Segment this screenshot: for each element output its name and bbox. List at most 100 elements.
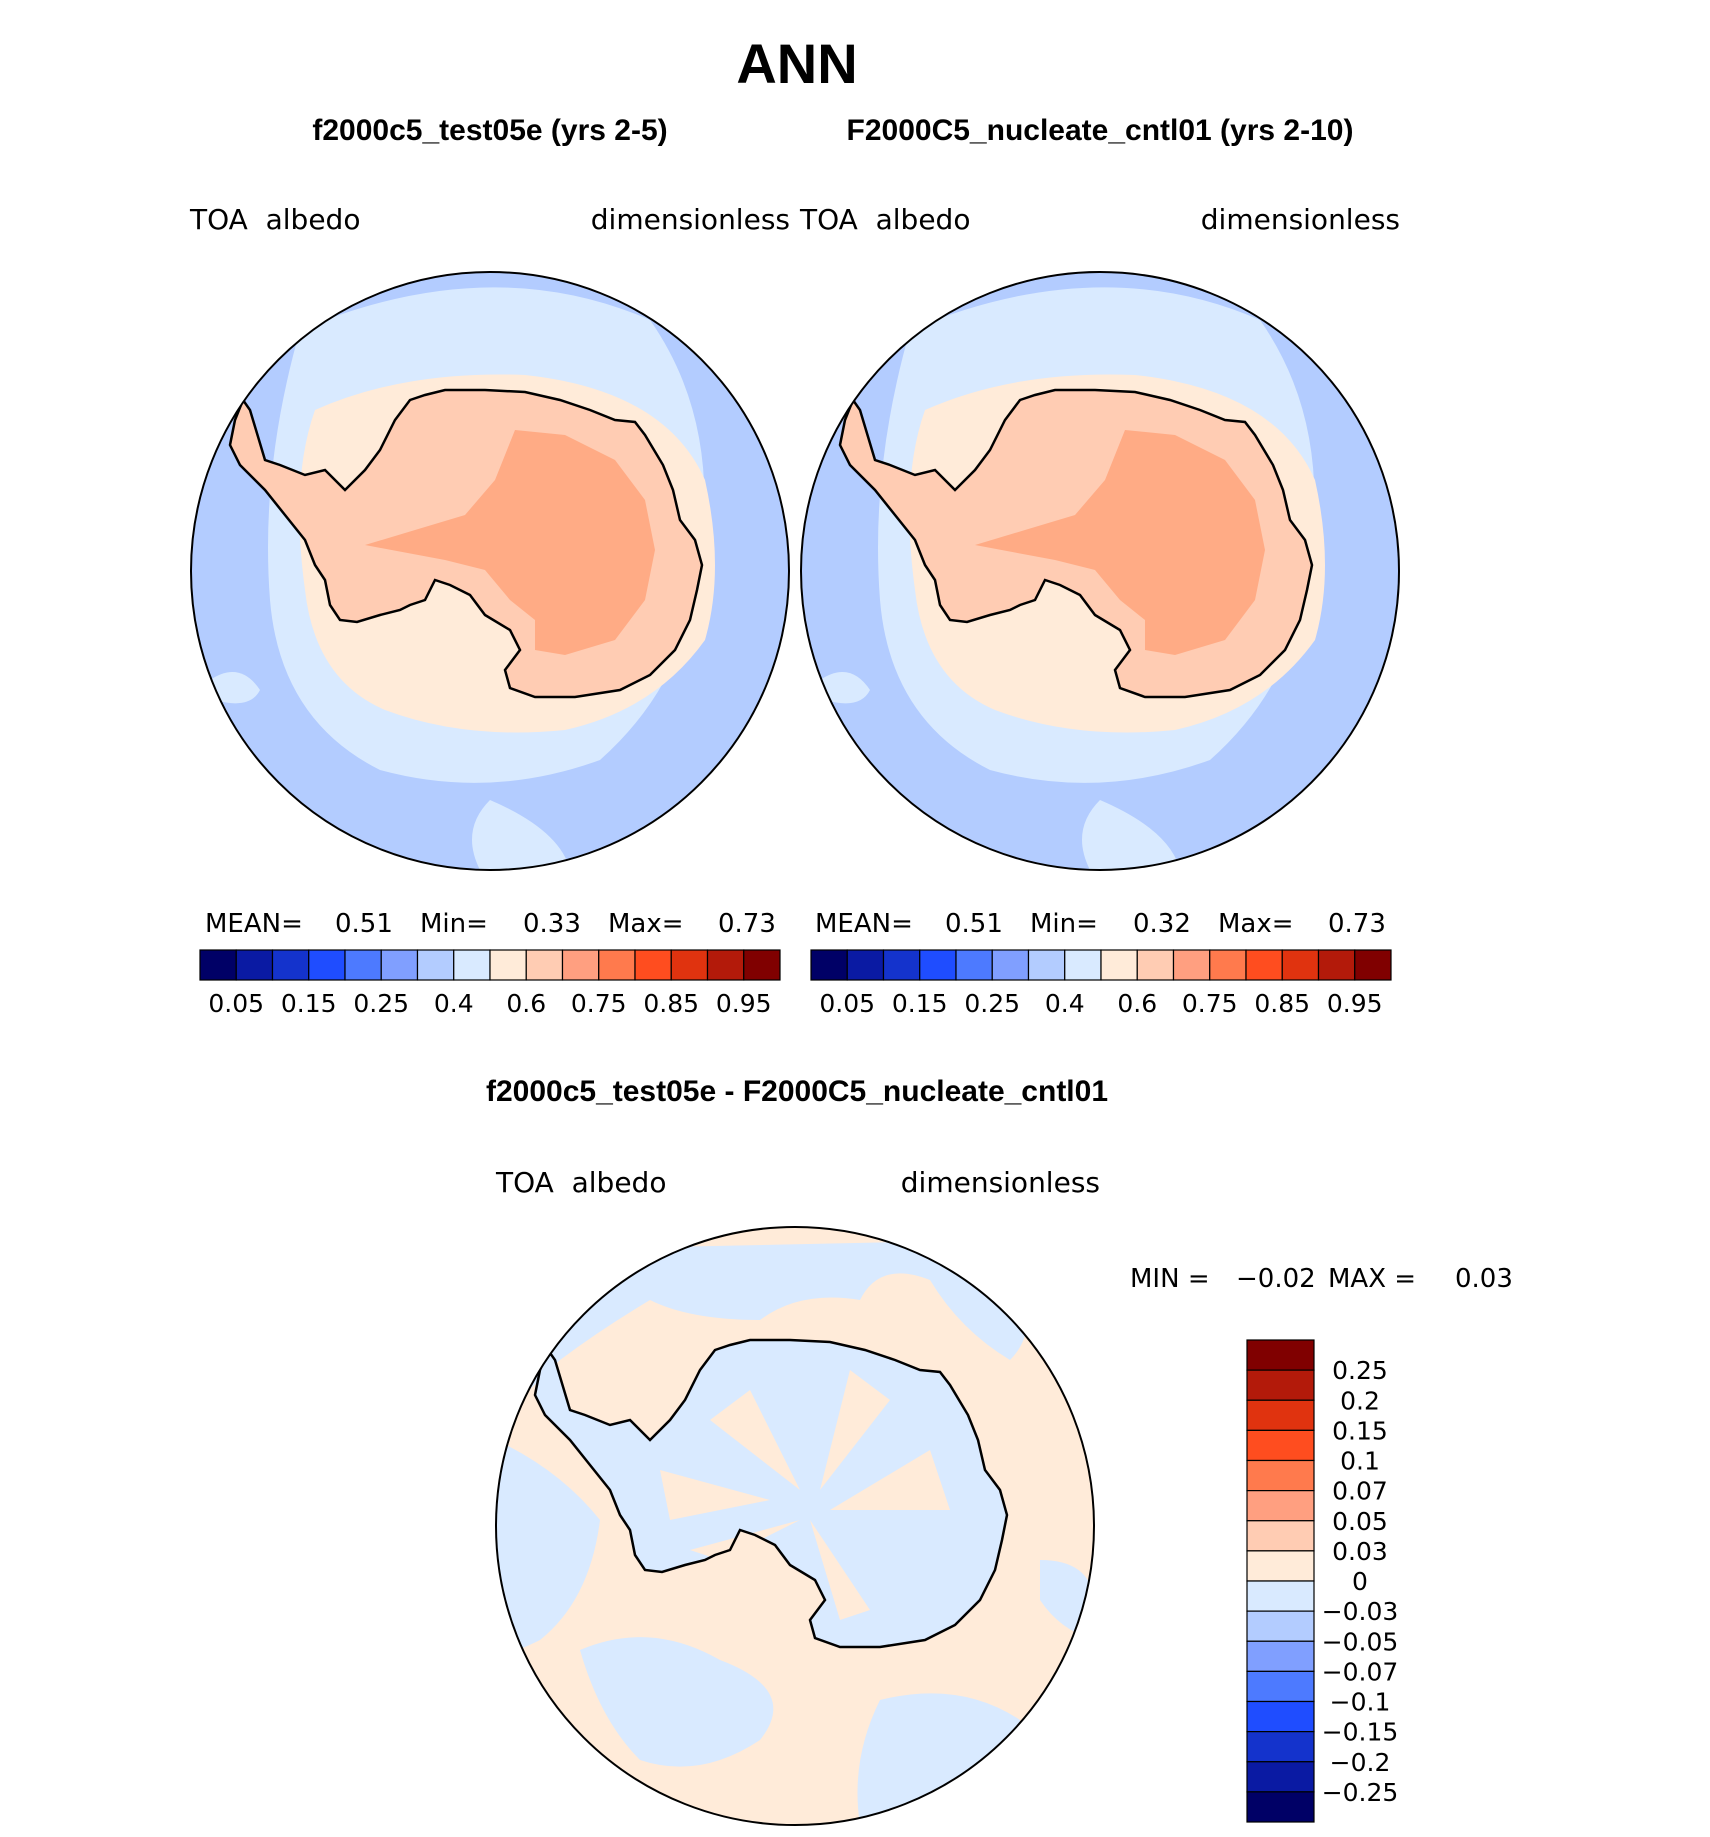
stat-max-value: 0.73 xyxy=(1328,909,1386,939)
colorbar-swatch xyxy=(1246,1610,1315,1642)
colorbar-swatch xyxy=(991,949,1030,981)
stat-mean-label: MEAN= xyxy=(815,909,913,939)
colorbar-tick-label: 0.05 xyxy=(208,989,264,1018)
stat-min-value: 0.33 xyxy=(523,909,581,939)
panel-left-title: f2000c5_test05e (yrs 2-5) xyxy=(312,114,667,147)
colorbar-swatch xyxy=(1281,949,1320,981)
colorbar-swatch xyxy=(670,949,709,981)
colorbar-tick-label: 0.6 xyxy=(1117,989,1157,1018)
colorbar-tick-label: 0 xyxy=(1352,1567,1368,1596)
colorbar-tick-label: 0.25 xyxy=(964,989,1020,1018)
colorbar-tick-label: 0.4 xyxy=(434,989,474,1018)
colorbar-swatch xyxy=(634,949,672,981)
colorbar-swatch xyxy=(525,949,564,981)
colorbar-swatch xyxy=(1246,1459,1315,1492)
stat-min-label: Min= xyxy=(1030,909,1098,939)
colorbar-tick-label: 0.75 xyxy=(571,989,627,1018)
colorbar-tick-label: 0.15 xyxy=(892,989,948,1018)
colorbar-tick-label: 0.4 xyxy=(1045,989,1085,1018)
colorbar-right: 0.05 0.15 0.25 0.4 0.6 0.75 0.85 0.95 xyxy=(810,949,1392,1018)
colorbar-tick-label: −0.05 xyxy=(1322,1627,1399,1656)
colorbar-swatch xyxy=(598,949,636,981)
diff-min-label: MIN = xyxy=(1130,1264,1210,1294)
colorbar-swatch xyxy=(1246,1399,1315,1431)
colorbar-swatch xyxy=(271,949,310,981)
map-diff-border xyxy=(495,1226,1095,1826)
colorbar-swatch xyxy=(1245,949,1283,981)
panel-right-variable: TOA albedo xyxy=(799,203,970,236)
season-title: ANN xyxy=(736,32,857,95)
colorbar-tick-label: 0.15 xyxy=(1332,1416,1388,1445)
colorbar-tick-label: 0.03 xyxy=(1332,1537,1388,1566)
colorbar-tick-label: −0.15 xyxy=(1322,1718,1399,1747)
stat-max-value: 0.73 xyxy=(718,909,776,939)
colorbar-swatch xyxy=(380,949,419,981)
colorbar-swatch xyxy=(1246,1429,1315,1462)
colorbar-tick-label: 0.25 xyxy=(353,989,409,1018)
colorbar-swatch xyxy=(1246,1550,1315,1582)
panel-left-units: dimensionless xyxy=(591,203,790,236)
colorbar-swatch xyxy=(1246,1580,1315,1612)
stat-min-value: 0.32 xyxy=(1133,909,1191,939)
stat-mean-value: 0.51 xyxy=(945,909,1003,939)
colorbar-swatch xyxy=(919,949,957,981)
colorbar-swatch xyxy=(344,949,382,981)
diff-variable: TOA albedo xyxy=(495,1166,666,1199)
colorbar-tick-label: 0.15 xyxy=(281,989,337,1018)
colorbar-swatch xyxy=(882,949,921,981)
colorbar-swatch xyxy=(1246,1700,1315,1733)
colorbar-tick-label: 0.05 xyxy=(1332,1507,1388,1536)
colorbar-tick-label: 0.6 xyxy=(506,989,546,1018)
map-right xyxy=(801,272,1399,870)
colorbar-swatch xyxy=(1317,949,1356,981)
colorbar-swatch xyxy=(1246,1369,1315,1401)
map-diff xyxy=(496,1227,1094,1825)
colorbar-swatch xyxy=(453,949,491,981)
colorbar-tick-label: 0.85 xyxy=(1254,989,1310,1018)
colorbar-tick-label: 0.05 xyxy=(819,989,875,1018)
panel-left-stats: MEAN= 0.51 Min= 0.33 Max= 0.73 xyxy=(205,909,776,939)
colorbar-tick-label: −0.25 xyxy=(1322,1778,1399,1807)
colorbar-tick-label: 0.07 xyxy=(1332,1477,1388,1506)
colorbar-swatch xyxy=(1246,1761,1315,1793)
colorbar-swatch xyxy=(561,949,600,981)
stat-max-label: Max= xyxy=(1218,909,1294,939)
diff-max-value: 0.03 xyxy=(1455,1264,1513,1294)
diff-min-value: −0.02 xyxy=(1236,1264,1316,1294)
colorbar-swatch xyxy=(1136,949,1175,981)
colorbar-swatch xyxy=(1100,949,1138,981)
colorbar-left: 0.05 0.15 0.25 0.4 0.6 0.75 0.85 0.95 xyxy=(199,949,781,1018)
diff-stats: MIN = −0.02 MAX = 0.03 xyxy=(1130,1264,1513,1294)
colorbar-tick-label: 0.95 xyxy=(716,989,772,1018)
colorbar-tick-label: 0.95 xyxy=(1327,989,1383,1018)
colorbar-tick-label: 0.75 xyxy=(1182,989,1238,1018)
panel-right-title: F2000C5_nucleate_cntl01 (yrs 2-10) xyxy=(847,114,1354,147)
colorbar-tick-label: 0.25 xyxy=(1332,1356,1388,1385)
stat-mean-value: 0.51 xyxy=(335,909,393,939)
colorbar-swatch xyxy=(1246,1670,1315,1703)
colorbar-tick-label: −0.07 xyxy=(1322,1657,1399,1686)
colorbar-swatch xyxy=(810,949,848,981)
colorbar-tick-label: −0.03 xyxy=(1322,1597,1399,1626)
map-right-border xyxy=(800,271,1400,871)
colorbar-swatch xyxy=(1246,1520,1315,1552)
colorbar-swatch xyxy=(1246,1339,1315,1371)
colorbar-swatch xyxy=(235,949,274,981)
colorbar-swatch xyxy=(416,949,455,981)
colorbar-swatch xyxy=(706,949,745,981)
colorbar-swatch xyxy=(1246,1791,1315,1823)
colorbar-diff: 0.250.20.150.10.070.050.030−0.03−0.05−0.… xyxy=(1246,1339,1399,1823)
colorbar-swatch xyxy=(1246,1640,1315,1672)
colorbar-swatch xyxy=(846,949,885,981)
diff-max-label: MAX = xyxy=(1328,1264,1416,1294)
colorbar-swatch xyxy=(1172,949,1211,981)
diff-units: dimensionless xyxy=(901,1166,1100,1199)
colorbar-swatch xyxy=(489,949,527,981)
colorbar-swatch xyxy=(1027,949,1066,981)
panel-left-variable: TOA albedo xyxy=(189,203,360,236)
stat-min-label: Min= xyxy=(420,909,488,939)
colorbar-tick-label: −0.2 xyxy=(1330,1748,1391,1777)
colorbar-swatch xyxy=(1246,1490,1315,1522)
panel-right-units: dimensionless xyxy=(1201,203,1400,236)
